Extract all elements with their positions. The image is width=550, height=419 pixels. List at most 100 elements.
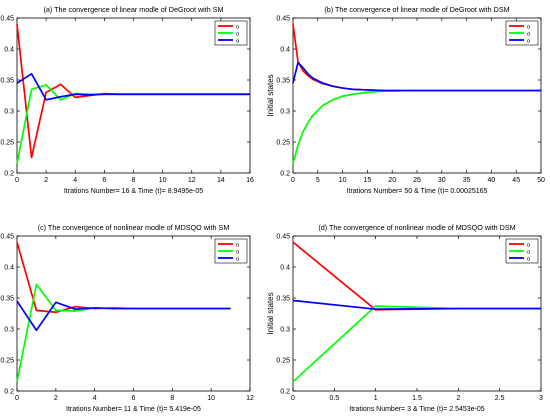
x-tick-label: 2.5: [495, 395, 505, 402]
y-tick-label: 0.2: [280, 389, 290, 396]
y-tick-label: 0.3: [280, 327, 290, 334]
y-tick-label: 0.25: [276, 358, 290, 365]
chart-title: (b) The convergence of linear modle of D…: [324, 5, 509, 14]
x-axis-label: Itrations Number= 11 & Time (t)= 5.419e-…: [66, 406, 201, 413]
chart-panel-3: (c) The convergence of nonlinear modle o…: [0, 223, 254, 413]
legend: ααα: [214, 238, 248, 264]
y-axis-label: Initial states: [266, 292, 275, 334]
series-line-3: [16, 300, 231, 332]
y-tick-label: 0.25: [276, 140, 290, 147]
x-tick-label: 12: [188, 177, 196, 184]
x-tick-label: 15: [364, 177, 372, 184]
y-tick-label: 0.45: [0, 234, 14, 241]
plot-area: [292, 17, 542, 174]
x-axis-label: Itrations Number= 3 & Time (t)= 2.5453e-…: [349, 406, 485, 413]
y-tick-label: 0.2: [280, 171, 290, 178]
legend: ααα: [505, 238, 539, 264]
x-tick-label: 25: [413, 177, 421, 184]
series-line-3: [16, 72, 250, 101]
y-tick-label: 0.4: [4, 265, 14, 272]
x-tick-label: 4: [93, 395, 97, 402]
x-tick-label: 20: [388, 177, 396, 184]
x-tick-label: 16: [246, 177, 254, 184]
x-tick-label: 45: [512, 177, 520, 184]
x-tick-label: 6: [102, 177, 106, 184]
y-axis-label: Initial states: [266, 74, 275, 116]
x-axis-label: Itrations Number= 16 & Time (t)= 8.9495e…: [64, 188, 203, 195]
x-tick-label: 8: [132, 177, 136, 184]
y-tick-label: 0.2: [4, 171, 14, 178]
legend-label: α: [527, 256, 531, 262]
series-line-2: [292, 89, 541, 164]
chart-title: (a) The convergence of linear modle of D…: [43, 5, 223, 14]
chart-panel-1: (a) The convergence of linear modle of D…: [0, 5, 254, 195]
series-line-3: [292, 299, 541, 311]
y-tick-label: 0.25: [0, 140, 14, 147]
y-tick-label: 0.25: [0, 358, 14, 365]
y-tick-label: 0.35: [0, 296, 14, 303]
x-tick-label: 50: [537, 177, 545, 184]
x-tick-label: 3: [539, 395, 543, 402]
x-tick-label: 8: [170, 395, 174, 402]
legend: ααα: [214, 20, 248, 46]
series-line-3: [292, 61, 541, 92]
legend-label: α: [236, 24, 240, 30]
y-tick-label: 0.4: [280, 47, 290, 54]
y-tick-label: 0.35: [0, 78, 14, 85]
series-line-2: [16, 84, 250, 164]
legend-label: α: [236, 31, 240, 37]
x-axis-label: Itrations Number= 50 & Time (t)= 0.00025…: [347, 188, 488, 195]
legend-label: α: [527, 24, 531, 30]
series-line-1: [292, 24, 541, 92]
y-tick-label: 0.4: [280, 265, 290, 272]
y-tick-label: 0.2: [4, 389, 14, 396]
series-line-2: [292, 305, 541, 383]
legend-label: α: [527, 242, 531, 248]
x-tick-label: 0: [15, 395, 19, 402]
chart-title: (c) The convergence of nonlinear modle o…: [38, 223, 230, 232]
x-tick-label: 30: [438, 177, 446, 184]
legend-label: α: [527, 31, 531, 37]
y-tick-label: 0.45: [0, 16, 14, 23]
y-tick-label: 0.3: [280, 109, 290, 116]
x-tick-label: 4: [73, 177, 77, 184]
y-tick-label: 0.4: [4, 47, 14, 54]
x-tick-label: 40: [488, 177, 496, 184]
x-tick-label: 1.5: [412, 395, 422, 402]
x-tick-label: 5: [316, 177, 320, 184]
legend-label: α: [236, 38, 240, 44]
x-tick-label: 2: [456, 395, 460, 402]
legend-label: α: [527, 249, 531, 255]
x-tick-label: 10: [339, 177, 347, 184]
legend-label: α: [236, 242, 240, 248]
x-tick-label: 0.5: [329, 395, 339, 402]
chart-panel-4: (d) The convergence of nonlinear modle o…: [266, 223, 543, 413]
legend: ααα: [505, 20, 539, 46]
plot-area: [292, 235, 542, 392]
x-tick-label: 12: [246, 395, 254, 402]
x-tick-label: 1: [374, 395, 378, 402]
y-tick-label: 0.45: [276, 234, 290, 241]
series-line-2: [16, 283, 231, 382]
chart-panel-2: (b) The convergence of linear modle of D…: [266, 5, 545, 195]
legend-label: α: [527, 38, 531, 44]
legend-label: α: [236, 249, 240, 255]
y-tick-label: 0.3: [4, 327, 14, 334]
x-tick-label: 10: [159, 177, 167, 184]
y-tick-label: 0.3: [4, 109, 14, 116]
chart-title: (d) The convergence of nonlinear modle o…: [318, 223, 515, 232]
x-tick-label: 0: [15, 177, 19, 184]
x-tick-label: 0: [291, 395, 295, 402]
x-tick-label: 35: [463, 177, 471, 184]
y-tick-label: 0.45: [276, 16, 290, 23]
x-tick-label: 14: [217, 177, 225, 184]
y-tick-label: 0.35: [276, 296, 290, 303]
x-tick-label: 10: [207, 395, 215, 402]
series-line-1: [292, 241, 541, 311]
x-tick-label: 2: [44, 177, 48, 184]
x-tick-label: 2: [54, 395, 58, 402]
legend-label: α: [236, 256, 240, 262]
x-tick-label: 6: [132, 395, 136, 402]
x-tick-label: 0: [291, 177, 295, 184]
